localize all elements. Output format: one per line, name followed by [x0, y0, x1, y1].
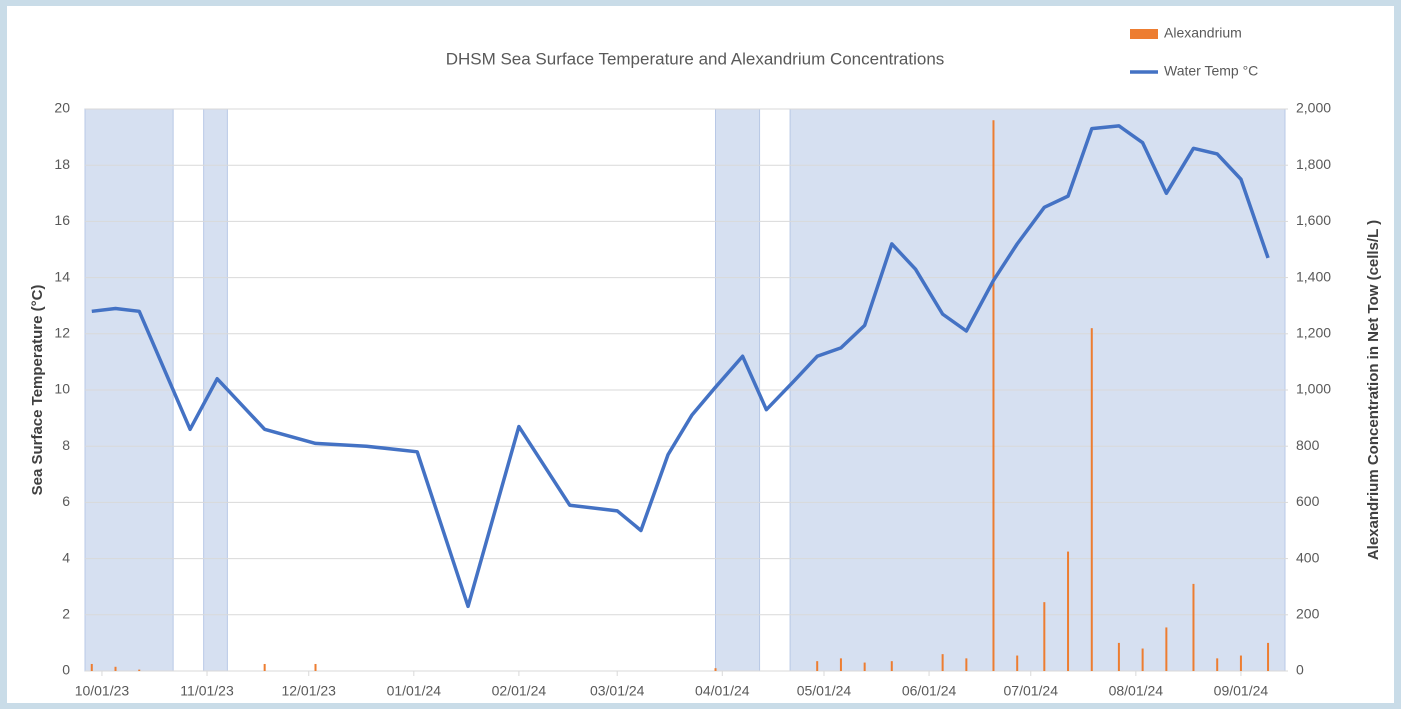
- x-tick-label: 08/01/24: [1109, 683, 1164, 699]
- y2-tick-label: 800: [1296, 437, 1320, 453]
- y-tick-label: 14: [54, 268, 70, 284]
- y2-tick-label: 1,200: [1296, 325, 1331, 341]
- bar: [138, 669, 141, 671]
- x-tick-label: 02/01/24: [492, 683, 547, 699]
- y2-tick-label: 600: [1296, 493, 1320, 509]
- bar: [863, 662, 866, 671]
- x-tick-label: 11/01/23: [180, 683, 234, 699]
- y2-tick-label: 2,000: [1296, 100, 1331, 116]
- y-tick-label: 4: [62, 549, 70, 565]
- bar: [90, 663, 93, 671]
- x-tick-label: 03/01/24: [590, 683, 645, 699]
- bar: [1067, 551, 1070, 671]
- y-tick-label: 12: [54, 325, 70, 341]
- y-tick-label: 6: [62, 493, 70, 509]
- y2-tick-label: 400: [1296, 549, 1320, 565]
- y-tick-label: 8: [62, 437, 70, 453]
- bar: [263, 663, 266, 671]
- y-tick-label: 16: [54, 212, 70, 228]
- bar: [1239, 655, 1242, 671]
- y-axis-title: Sea Surface Temperature (°C): [29, 285, 46, 496]
- bar: [816, 661, 819, 671]
- y-tick-label: 20: [54, 100, 70, 116]
- bar: [839, 658, 842, 671]
- bar: [1117, 642, 1120, 671]
- y2-tick-label: 1,800: [1296, 156, 1331, 172]
- y2-tick-label: 0: [1296, 662, 1304, 678]
- x-tick-label: 09/01/24: [1214, 683, 1269, 699]
- bar: [314, 663, 317, 671]
- bar: [1192, 583, 1195, 671]
- bar: [1216, 658, 1219, 671]
- line: [91, 124, 1270, 609]
- bar: [1043, 602, 1046, 671]
- y2-tick-label: 1,400: [1296, 268, 1331, 284]
- y2-tick-label: 200: [1296, 606, 1320, 622]
- bar: [941, 654, 944, 671]
- bar: [890, 661, 893, 671]
- y-tick-label: 10: [54, 381, 70, 397]
- bar: [1090, 328, 1093, 671]
- y-tick-label: 0: [62, 662, 70, 678]
- x-tick-label: 07/01/24: [1004, 683, 1059, 699]
- y-tick-label: 18: [54, 156, 70, 172]
- y2-tick-label: 1,000: [1296, 381, 1331, 397]
- x-tick-label: 12/01/23: [281, 683, 336, 699]
- y-tick-label: 2: [62, 606, 70, 622]
- bar: [1016, 655, 1019, 671]
- bar: [1165, 627, 1168, 671]
- x-tick-label: 06/01/24: [902, 683, 957, 699]
- x-tick-label: 05/01/24: [797, 683, 852, 699]
- bar: [1267, 642, 1270, 671]
- bar: [965, 658, 968, 671]
- y2-tick-label: 1,600: [1296, 212, 1331, 228]
- bar: [714, 668, 717, 671]
- legend-swatch: [1130, 29, 1158, 39]
- x-tick-label: 04/01/24: [695, 683, 750, 699]
- x-tick-label: 10/01/23: [75, 683, 130, 699]
- bar: [1141, 648, 1144, 671]
- y2-axis-title: Alexandrium Concentration in Net Tow (ce…: [1365, 220, 1382, 560]
- bar: [114, 666, 117, 671]
- bar: [992, 120, 995, 672]
- chart-title: DHSM Sea Surface Temperature and Alexand…: [446, 49, 945, 68]
- legend-label: Water Temp °C: [1164, 63, 1258, 79]
- legend-label: Alexandrium: [1164, 25, 1242, 41]
- x-tick-label: 01/01/24: [387, 683, 442, 699]
